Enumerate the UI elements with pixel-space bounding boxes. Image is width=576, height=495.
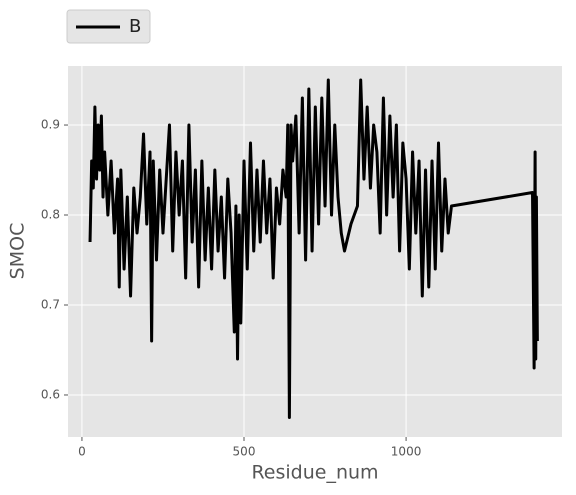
y-tick-label: 0.9 <box>41 118 60 132</box>
x-tick-label: 1000 <box>391 445 422 459</box>
y-axis-label: SMOC <box>7 223 29 280</box>
data-line <box>88 78 539 419</box>
x-axis-label: Residue_num <box>251 462 378 484</box>
y-tick-label: 0.6 <box>41 387 60 401</box>
x-tick-label: 500 <box>233 445 256 459</box>
y-tick-label: 0.8 <box>41 208 60 222</box>
x-tick-label: 0 <box>78 445 86 459</box>
y-tick-label: 0.7 <box>41 297 60 311</box>
legend-label: B <box>129 16 141 37</box>
